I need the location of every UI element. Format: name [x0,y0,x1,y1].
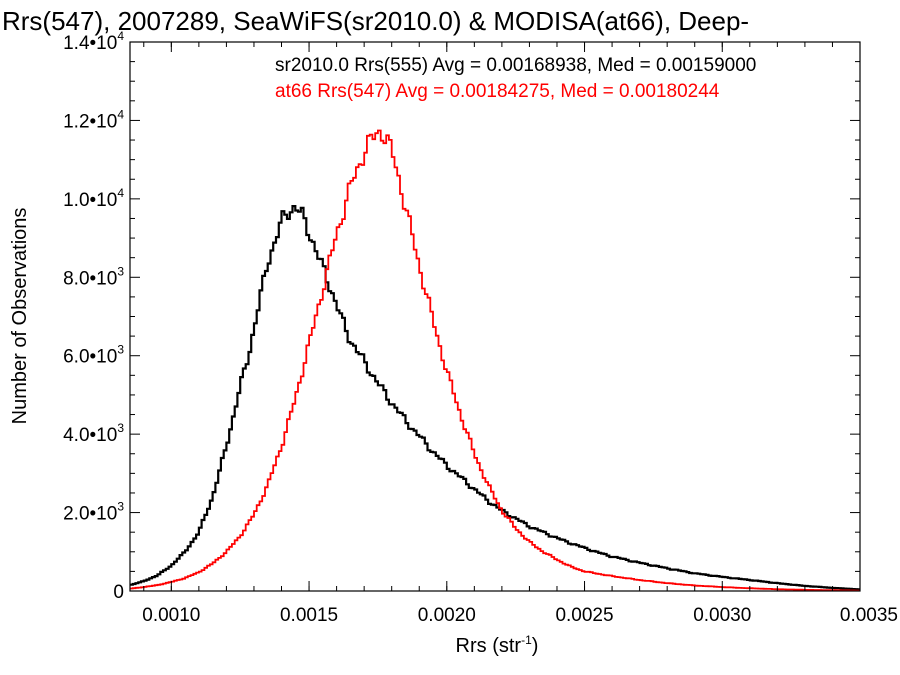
annotation-black: sr2010.0 Rrs(555) Avg = 0.00168938, Med … [275,55,756,76]
annotation-layer: sr2010.0 Rrs(555) Avg = 0.00168938, Med … [275,55,756,102]
annotation-red: at66 Rrs(547) Avg = 0.00184275, Med = 0.… [275,81,720,102]
x-axis-label-sup: -1 [521,633,532,647]
y-tick-label: 1.0•104 [63,186,124,211]
y-axis-label: Number of Observations [9,208,31,425]
x-tick-label: 0.0030 [693,605,751,626]
chart-title: Rrs(547), 2007289, SeaWiFS(sr2010.0) & M… [2,6,749,36]
x-tick-label: 0.0010 [142,605,200,626]
x-axis-label-text: Rrs (str [456,635,522,657]
y-tick-label: 1.4•104 [63,29,124,54]
y-tick-label: 2.0•103 [63,500,124,525]
series-line-2 [130,129,860,592]
y-tick-label: 0 [113,582,124,603]
x-axis-ticks: 0.0010 0.0015 0.0020 0.0025 0.0030 0.0035 [142,42,898,626]
series-line-1 [130,205,860,591]
x-tick-label: 0.0015 [280,605,338,626]
plot-frame [129,41,861,592]
y-axis-ticks: 0 2.0•103 4.0•103 6.0•103 8.0•103 1.0•104 1.2•… [63,29,860,603]
x-tick-label: 0.0035 [840,605,898,626]
x-axis-label-suffix: ) [532,635,539,657]
x-axis-label: Rrs (str-1) [456,633,539,657]
x-tick-label: 0.0020 [418,605,476,626]
y-tick-label: 6.0•103 [63,343,124,368]
y-tick-label: 8.0•103 [63,264,124,289]
y-tick-label: 4.0•103 [63,421,124,446]
x-tick-label: 0.0025 [555,605,613,626]
y-tick-label: 1.2•104 [63,107,124,132]
series-layer [130,129,860,592]
